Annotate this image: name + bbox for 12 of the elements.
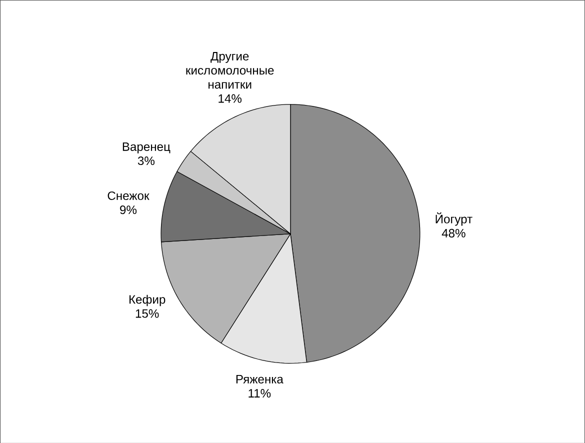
data-label: 48% xyxy=(442,228,466,238)
slice-label: Варенец xyxy=(122,142,170,154)
slice-label: Кефир xyxy=(129,294,166,306)
data-label: 11% xyxy=(248,388,271,398)
data-label: 3% xyxy=(138,156,155,165)
data-label: 9% xyxy=(120,205,137,214)
slice-label: Ряженка xyxy=(236,374,284,384)
slice-label: Йогурт xyxy=(436,212,472,226)
data-label: 15% xyxy=(136,309,159,318)
slice-label: Другие кисломолочные напитки xyxy=(186,52,274,89)
slice-label: Снежок xyxy=(108,191,150,200)
data-label: 14% xyxy=(218,94,242,103)
